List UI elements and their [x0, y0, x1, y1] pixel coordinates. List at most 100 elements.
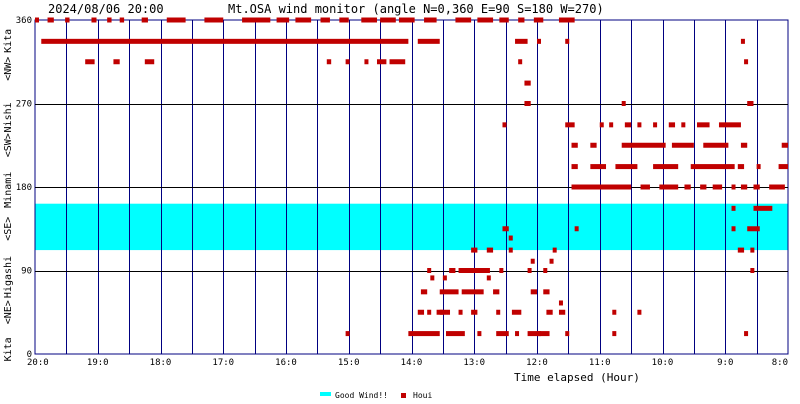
houi-point	[530, 289, 537, 295]
houi-point	[530, 258, 535, 264]
houi-point	[744, 59, 749, 65]
houi-point	[242, 17, 271, 23]
houi-point	[653, 164, 679, 170]
houi-point	[458, 268, 490, 273]
side-direction-label: Kita	[3, 29, 14, 53]
houi-point	[781, 142, 788, 148]
houi-point	[295, 17, 312, 23]
houi-point	[737, 164, 745, 170]
houi-point	[320, 17, 330, 23]
houi-point	[640, 184, 650, 190]
houi-point	[276, 17, 290, 23]
houi-point	[398, 17, 415, 23]
houi-point	[518, 59, 523, 65]
houi-point	[389, 59, 406, 65]
houi-point	[424, 17, 437, 23]
houi-point	[446, 331, 465, 337]
houi-point	[515, 38, 528, 44]
houi-point	[552, 247, 557, 253]
houi-point	[499, 268, 504, 273]
houi-point	[750, 247, 755, 253]
houi-point	[612, 309, 617, 315]
houi-point	[502, 122, 507, 128]
houi-point	[558, 300, 563, 306]
side-direction-label: <SW>	[3, 133, 14, 157]
x-tick-label: 16:0	[275, 358, 297, 368]
houi-point	[496, 309, 501, 315]
houi-point	[558, 17, 575, 23]
header-layer: 2024/08/06 20:00 Mt.OSA wind monitor (an…	[48, 2, 604, 16]
houi-point	[718, 122, 741, 128]
houi-point	[659, 184, 679, 190]
houi-point	[364, 59, 369, 65]
houi-point	[339, 17, 349, 23]
houi-point	[571, 164, 578, 170]
houi-point	[740, 184, 748, 190]
side-direction-label: <NE>	[3, 300, 14, 324]
houi-point	[442, 275, 447, 281]
houi-point	[778, 164, 788, 170]
houi-point	[731, 205, 736, 211]
houi-point	[571, 184, 632, 190]
side-direction-label: Nishi	[3, 102, 14, 132]
houi-point	[493, 289, 500, 295]
houi-point	[612, 331, 617, 337]
houi-point	[65, 17, 70, 23]
houi-point	[477, 17, 494, 23]
houi-point	[637, 309, 642, 315]
houi-point	[744, 331, 749, 337]
houi-point	[621, 142, 666, 148]
houi-point	[502, 226, 509, 232]
houi-point	[408, 331, 440, 337]
houi-point	[565, 122, 575, 128]
houi-point	[537, 38, 541, 44]
houi-point	[737, 247, 745, 253]
houi-point	[671, 142, 694, 148]
legend-good-wind-label: Good Wind!!	[335, 391, 388, 400]
houi-point	[376, 59, 387, 65]
side-labels-layer: Kita <NW> Nishi<SW> Minami <SE> Higashi <NE> Ki…	[3, 29, 14, 362]
houi-point	[543, 289, 550, 295]
legend: Good Wind!! Houi	[320, 391, 432, 400]
houi-point	[615, 164, 638, 170]
houi-point	[439, 289, 459, 295]
houi-point	[621, 101, 626, 106]
houi-point	[590, 142, 597, 148]
houi-point	[113, 59, 120, 65]
houi-point	[471, 309, 478, 315]
houi-point	[681, 122, 686, 128]
houi-point	[430, 275, 435, 281]
houi-point	[47, 17, 54, 23]
houi-point	[508, 247, 513, 253]
houi-point	[750, 268, 755, 273]
houi-point	[449, 268, 456, 273]
houi-point	[515, 331, 520, 337]
houi-points-layer	[35, 17, 788, 337]
houi-point	[345, 59, 350, 65]
houi-point	[477, 331, 482, 337]
good-wind-band-layer	[35, 203, 788, 251]
houi-point	[527, 268, 532, 273]
houi-point	[700, 184, 707, 190]
houi-point	[486, 247, 494, 253]
houi-point	[565, 38, 570, 44]
houi-point	[91, 17, 97, 23]
side-direction-label: <NW>	[3, 57, 14, 81]
houi-point	[166, 17, 186, 23]
houi-point	[524, 80, 531, 86]
legend-houi-swatch	[401, 393, 406, 398]
houi-point	[141, 17, 148, 23]
houi-point	[533, 17, 544, 23]
houi-point	[85, 59, 95, 65]
houi-point	[427, 309, 432, 315]
houi-point	[549, 258, 554, 264]
houi-point	[747, 226, 760, 232]
houi-point	[326, 59, 332, 65]
houi-point	[144, 59, 155, 65]
houi-point	[590, 164, 607, 170]
x-tick-label: 11:0	[589, 358, 611, 368]
x-tick-label: 8:0	[772, 358, 788, 368]
houi-point	[508, 235, 513, 241]
houi-point	[731, 226, 736, 232]
